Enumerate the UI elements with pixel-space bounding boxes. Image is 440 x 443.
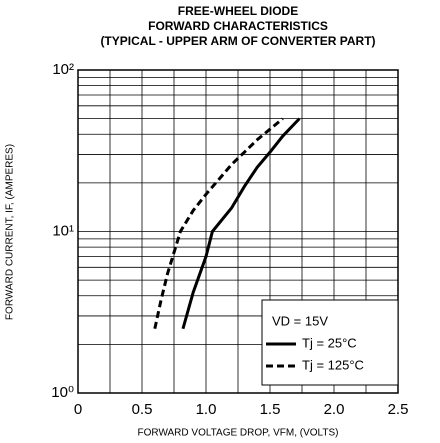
y-tick-label: 10²: [52, 61, 74, 78]
chart-title: FORWARD CHARACTERISTICS: [148, 19, 328, 33]
x-tick-label: 2.0: [324, 401, 345, 418]
chart-title: FREE-WHEEL DIODE: [178, 4, 298, 18]
x-tick-label: 1.5: [260, 401, 281, 418]
line: [181, 117, 301, 330]
legend-label: Tj = 25°C: [302, 335, 357, 350]
x-tick-label: 0: [74, 401, 82, 418]
x-tick-label: 1.0: [196, 401, 217, 418]
line: [153, 117, 284, 330]
chart-title: (TYPICAL - UPPER ARM OF CONVERTER PART): [100, 34, 375, 48]
y-tick-label: 10⁰: [51, 384, 74, 401]
x-tick-label: 2.5: [388, 401, 409, 418]
legend-label: Tj = 125°C: [302, 357, 364, 372]
annotation: VD = 15V: [272, 313, 328, 328]
x-axis-label: FORWARD VOLTAGE DROP, VFM, (VOLTS): [138, 428, 339, 439]
x-tick-label: 0.5: [132, 401, 153, 418]
y-tick-label: 10¹: [52, 222, 74, 239]
y-axis-label: FORWARD CURRENT, IF, (AMPERES): [5, 144, 16, 320]
plot-frame: [77, 69, 399, 394]
